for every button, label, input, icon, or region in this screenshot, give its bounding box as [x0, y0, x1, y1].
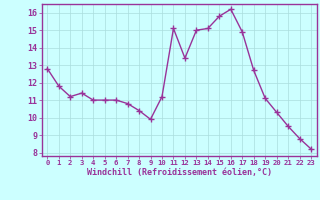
X-axis label: Windchill (Refroidissement éolien,°C): Windchill (Refroidissement éolien,°C) [87, 168, 272, 177]
